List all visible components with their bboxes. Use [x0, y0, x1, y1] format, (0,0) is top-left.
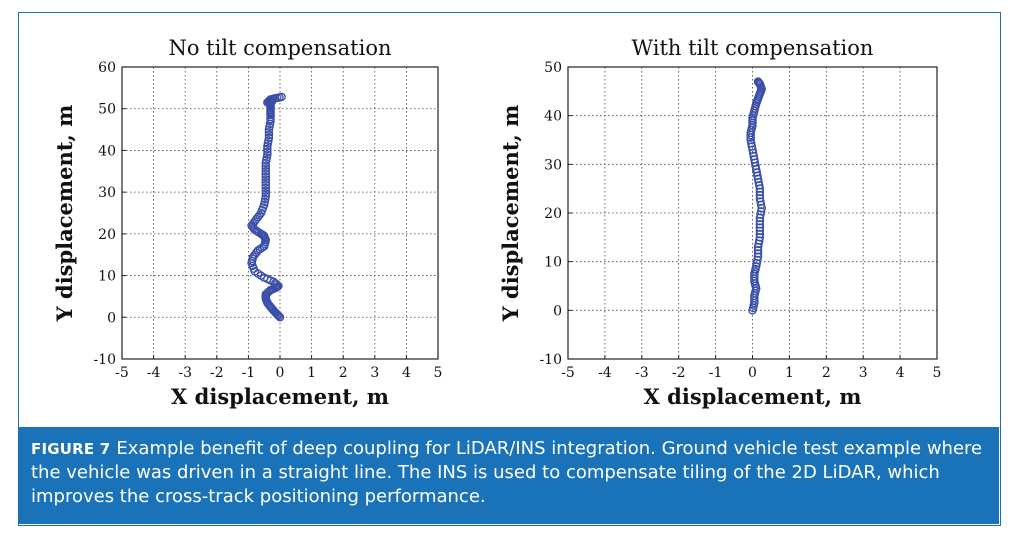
data-point-trace — [255, 210, 264, 220]
y-tick-label: 50 — [544, 60, 562, 76]
data-point-trace — [261, 172, 271, 182]
data-point-trace — [261, 189, 271, 198]
x-tick-label: -3 — [178, 365, 192, 381]
x-tick-label: 5 — [434, 365, 443, 381]
figure-label: FIGURE 7 — [31, 440, 111, 458]
data-point-trace — [753, 249, 763, 258]
data-point-trace — [755, 220, 765, 229]
data-point-trace — [753, 255, 762, 265]
data-point-trace — [755, 236, 764, 245]
x-tick-label: -1 — [242, 365, 256, 381]
x-tick-label: 1 — [785, 365, 794, 381]
data-point-trace — [747, 138, 756, 148]
y-tick-label: 60 — [98, 60, 116, 76]
data-point-trace — [254, 228, 264, 237]
data-point-trace — [755, 226, 765, 236]
figure-panel: -5 -4 -3 -2 -1 0 1 2 3 4 5 -10 0 10 20 30 40 50 60 No tilt … — [18, 12, 1001, 526]
x-tick-label: -5 — [561, 365, 575, 381]
data-point-trace — [261, 161, 271, 170]
data-point-trace — [271, 278, 280, 288]
data-point-trace — [755, 216, 765, 226]
y-tick-label: 20 — [98, 227, 116, 243]
y-axis-label: Y displacement, m — [52, 105, 77, 323]
y-tick-label: 0 — [107, 310, 116, 326]
data-point — [261, 175, 271, 184]
data-point-trace — [756, 207, 766, 216]
x-tick-label: -5 — [115, 365, 129, 381]
data-point-trace — [753, 246, 763, 255]
x-tick-label: 4 — [896, 365, 905, 381]
series-trajectory — [746, 77, 766, 315]
y-tick-label: 20 — [544, 206, 562, 222]
x-tick-label: 3 — [370, 365, 379, 381]
y-tick-label: 50 — [98, 102, 116, 118]
caption-text: Example benefit of deep coupling for LiD… — [31, 438, 983, 507]
y-tick-label: 10 — [98, 269, 116, 285]
data-point-trace — [261, 169, 271, 179]
data-point — [261, 183, 271, 193]
data-point — [261, 167, 271, 176]
data-point — [256, 229, 266, 239]
data-point-trace — [263, 147, 272, 157]
data-point-trace — [756, 197, 765, 206]
data-point-trace — [755, 229, 765, 239]
x-tick-label: 0 — [748, 365, 757, 381]
data-point-trace — [261, 180, 271, 190]
data-point-trace — [261, 164, 271, 173]
x-tick-label: 2 — [339, 365, 348, 381]
data-point — [261, 192, 271, 201]
x-tick-label: -2 — [672, 365, 686, 381]
data-point-trace — [261, 178, 271, 187]
data-point-trace — [264, 128, 274, 137]
data-point — [263, 150, 272, 159]
data-point — [753, 77, 763, 86]
series-trajectory — [247, 92, 286, 322]
x-tick-label: 3 — [859, 365, 868, 381]
x-axis-label: X displacement, m — [171, 384, 389, 409]
y-tick-label: 30 — [98, 185, 116, 201]
data-point-trace — [264, 130, 274, 140]
x-axis-label: X displacement, m — [644, 384, 862, 409]
y-axis-label: Y displacement, m — [498, 105, 523, 323]
y-tick-label: 30 — [544, 157, 562, 173]
data-point-trace — [755, 190, 765, 200]
x-tick-label: -1 — [709, 365, 723, 381]
x-tick-label: 0 — [276, 365, 285, 381]
figure-caption: FIGURE 7 Example benefit of deep coupling… — [19, 427, 999, 524]
data-point — [253, 246, 263, 255]
x-tick-label: 4 — [402, 365, 411, 381]
data-point-trace — [248, 222, 257, 232]
data-point — [755, 223, 765, 232]
chart-title: No tilt compensation — [168, 36, 391, 60]
chart-title: With tilt compensation — [632, 36, 874, 60]
x-tick-label: -3 — [635, 365, 649, 381]
x-tick-label: -2 — [210, 365, 224, 381]
data-point — [277, 92, 286, 102]
y-tick-label: -10 — [93, 352, 116, 368]
data-point — [264, 133, 274, 143]
y-tick-label: -10 — [539, 352, 562, 368]
y-tick-label: 0 — [553, 303, 562, 319]
x-tick-label: -4 — [598, 365, 612, 381]
y-tick-label: 10 — [544, 255, 562, 271]
data-point-trace — [255, 244, 265, 254]
data-point-trace — [755, 187, 765, 197]
x-tick-label: 1 — [307, 365, 316, 381]
x-tick-label: 2 — [822, 365, 831, 381]
data-point — [753, 252, 763, 262]
data-point — [755, 233, 765, 242]
y-tick-label: 40 — [544, 109, 562, 125]
y-tick-label: 40 — [98, 143, 116, 159]
x-tick-label: 5 — [933, 365, 942, 381]
data-point-trace — [261, 186, 271, 196]
x-tick-label: -4 — [147, 365, 161, 381]
data-point — [755, 194, 765, 203]
data-point-trace — [263, 144, 272, 154]
